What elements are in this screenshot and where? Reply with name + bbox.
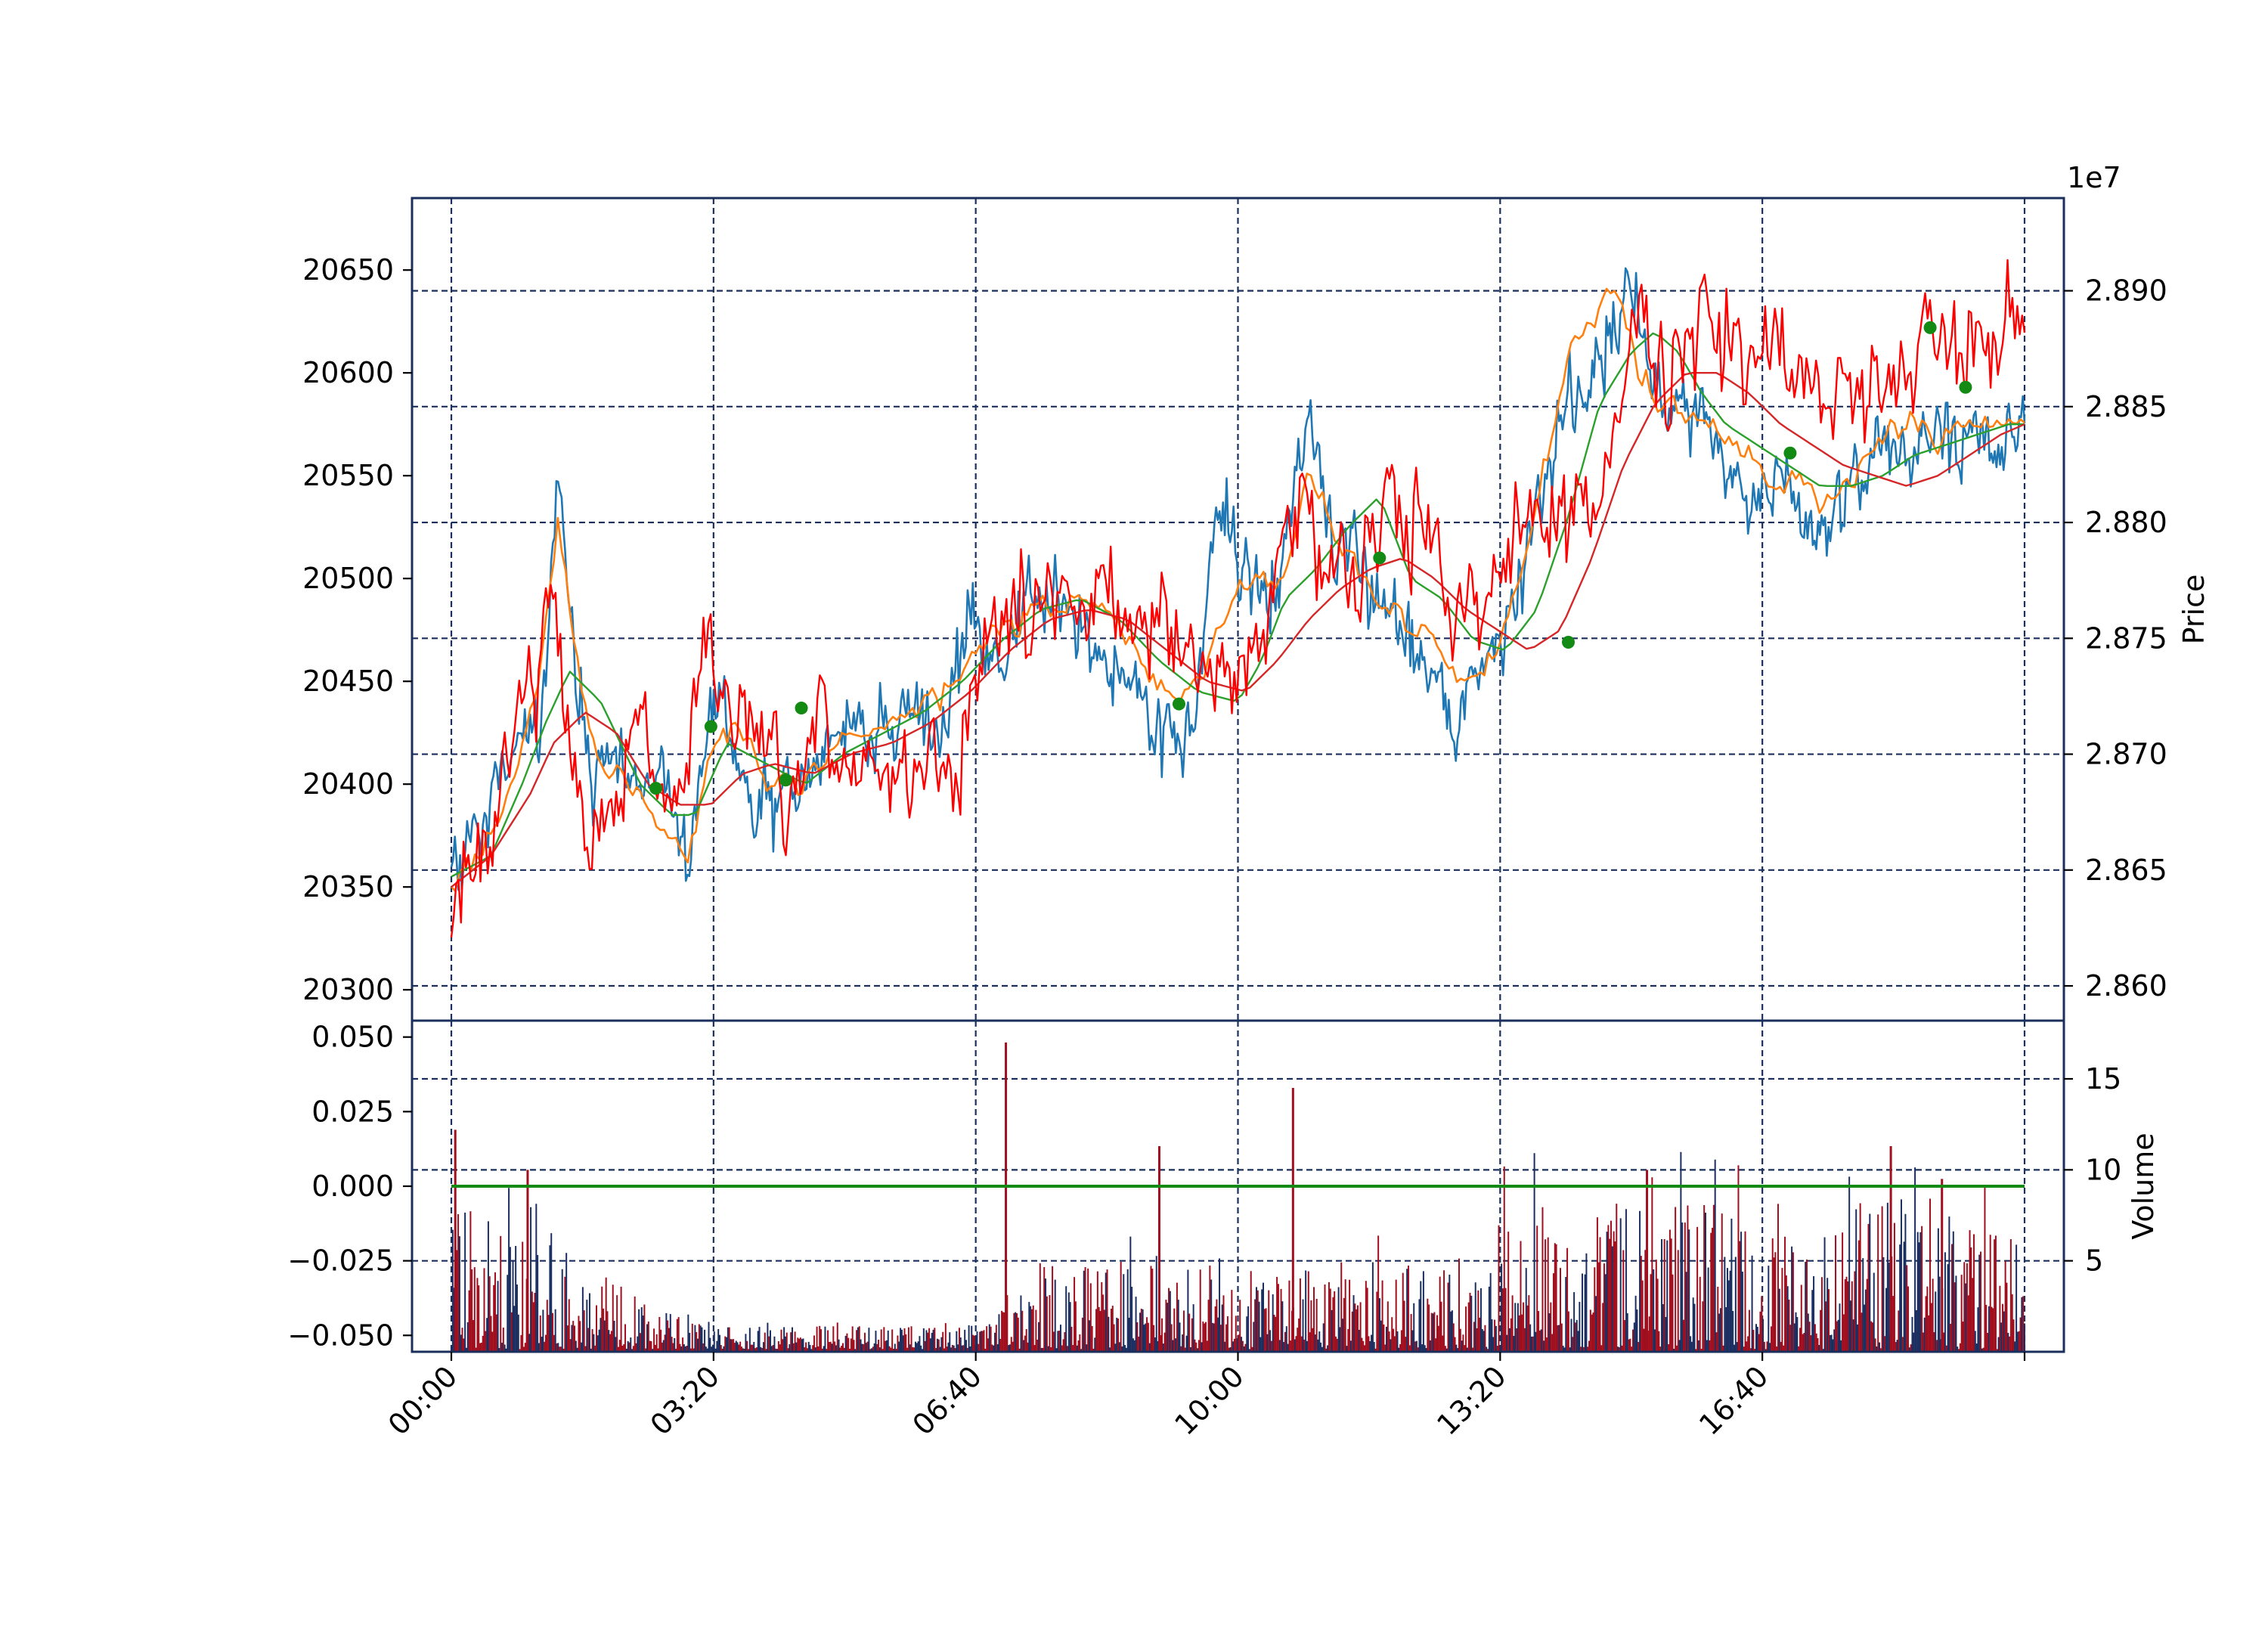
price-right-tick-label-3: 2.875 xyxy=(2085,621,2167,655)
price-right-tick-label-1: 2.865 xyxy=(2085,854,2167,887)
series-line-green xyxy=(451,332,2025,878)
price-left-tick-label-1: 20350 xyxy=(302,870,394,903)
price-left-tick-label-5: 20550 xyxy=(302,459,394,492)
signal-marker-4 xyxy=(1172,697,1185,711)
signal-marker-1 xyxy=(704,720,717,733)
signal-marker-9 xyxy=(1959,380,1972,394)
price-left-tick-label-7: 20650 xyxy=(302,253,394,287)
price-left-tick-label-2: 20400 xyxy=(302,767,394,801)
signal-marker-2 xyxy=(779,773,792,787)
signal-marker-8 xyxy=(1923,321,1937,334)
price-axis-label: Price xyxy=(2177,575,2211,645)
price-offset-label: 1e7 xyxy=(2067,161,2121,194)
grid-lines xyxy=(412,198,2064,1352)
axis-labels: 1e7 Price Volume xyxy=(2067,161,2211,1240)
volume-axis-label: Volume xyxy=(2127,1133,2160,1239)
series-line-red xyxy=(450,259,2026,938)
price-right-tick-label-0: 2.860 xyxy=(2085,969,2167,1002)
price-series xyxy=(450,259,2026,938)
volume-right-tick-label-0: 5 xyxy=(2085,1244,2103,1278)
volume-bars xyxy=(451,1042,2025,1352)
signal-markers xyxy=(649,321,1972,795)
series-line-blue xyxy=(450,267,2026,891)
signal-marker-6 xyxy=(1562,636,1575,649)
volume-left-tick-label-0: −0.050 xyxy=(287,1319,394,1352)
price-right-tick-label-5: 2.885 xyxy=(2085,390,2167,423)
signal-marker-0 xyxy=(649,782,663,795)
signal-marker-7 xyxy=(1783,446,1797,460)
signal-marker-3 xyxy=(795,702,808,715)
price-left-tick-label-3: 20450 xyxy=(302,665,394,698)
price-left-tick-label-0: 20300 xyxy=(302,973,394,1006)
series-line-orange xyxy=(451,287,2025,892)
price-left-tick-label-4: 20500 xyxy=(302,562,394,595)
volume-left-tick-label-4: 0.050 xyxy=(311,1021,394,1054)
price-left-tick-label-6: 20600 xyxy=(302,356,394,389)
volume-right-tick-label-1: 10 xyxy=(2085,1153,2121,1186)
volume-right-tick-label-2: 15 xyxy=(2085,1062,2121,1095)
price-right-tick-label-4: 2.880 xyxy=(2085,506,2167,539)
volume-left-tick-label-2: 0.000 xyxy=(311,1170,394,1203)
price-right-tick-label-6: 2.890 xyxy=(2085,274,2167,308)
volume-left-tick-label-1: −0.025 xyxy=(287,1244,394,1278)
signal-marker-5 xyxy=(1373,551,1387,565)
volume-left-tick-label-3: 0.025 xyxy=(311,1095,394,1128)
price-right-tick-label-2: 2.870 xyxy=(2085,738,2167,771)
